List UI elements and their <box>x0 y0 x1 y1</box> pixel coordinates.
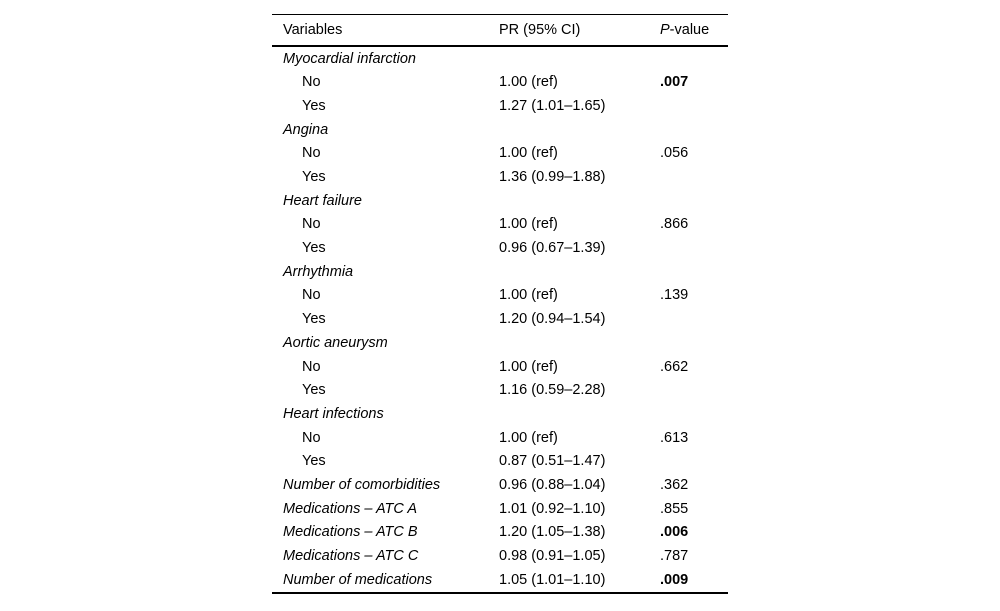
table-row: Medications – ATC C 0.98 (0.91–1.05) .78… <box>272 544 728 568</box>
variable-cell: No <box>302 287 321 304</box>
table-row: No 1.00 (ref) .662 <box>272 355 728 379</box>
table-row: Yes 0.96 (0.67–1.39) <box>272 237 728 261</box>
pr-ci-cell: 1.36 (0.99–1.88) <box>499 169 606 186</box>
table-row: Myocardial infarction <box>272 47 728 71</box>
pr-ci-cell: 1.27 (1.01–1.65) <box>499 97 606 114</box>
variable-cell: No <box>302 429 321 446</box>
variable-cell: Number of comorbidities <box>283 476 441 493</box>
table-row: Number of medications 1.05 (1.01–1.10) .… <box>272 568 728 592</box>
variable-cell: Yes <box>302 97 326 114</box>
pr-ci-cell: 1.00 (ref) <box>499 358 558 375</box>
table-row: No 1.00 (ref) .056 <box>272 142 728 166</box>
pr-ci-cell: 1.20 (1.05–1.38) <box>499 524 606 541</box>
table-row: Medications – ATC A 1.01 (0.92–1.10) .85… <box>272 497 728 521</box>
table-row: No 1.00 (ref) .613 <box>272 426 728 450</box>
pvalue-cell: .855 <box>660 500 689 517</box>
pvalue-header-italic-p: P <box>660 21 670 38</box>
pr-ci-cell: 1.00 (ref) <box>499 216 558 233</box>
table-row: Medications – ATC B 1.20 (1.05–1.38) .00… <box>272 521 728 545</box>
variable-cell: Arrhythmia <box>283 263 354 280</box>
regression-results-table: Variables PR (95% CI) P-value Myocardial… <box>272 14 728 594</box>
variable-cell: Heart infections <box>283 405 384 422</box>
pr-ci-cell: 0.96 (0.67–1.39) <box>499 240 606 257</box>
pr-ci-cell: 1.00 (ref) <box>499 145 558 162</box>
pvalue-cell: .009 <box>660 571 689 588</box>
table-header-row: Variables PR (95% CI) P-value <box>272 15 728 45</box>
pr-ci-cell: 1.16 (0.59–2.28) <box>499 382 606 399</box>
variable-cell: No <box>302 216 321 233</box>
table-row: Yes 1.27 (1.01–1.65) <box>272 94 728 118</box>
pr-ci-cell: 1.00 (ref) <box>499 429 558 446</box>
variable-cell: Medications – ATC B <box>283 524 418 541</box>
table-row: Yes 1.36 (0.99–1.88) <box>272 165 728 189</box>
variable-cell: No <box>302 74 321 91</box>
variable-cell: Yes <box>302 240 326 257</box>
pvalue-cell: .787 <box>660 548 689 565</box>
table-row: Arrhythmia <box>272 260 728 284</box>
variable-cell: Medications – ATC C <box>283 548 419 565</box>
pvalue-cell: .362 <box>660 476 689 493</box>
column-header-pvalue: P-value <box>660 23 728 38</box>
table-row: Aortic aneurysm <box>272 331 728 355</box>
pr-ci-cell: 0.87 (0.51–1.47) <box>499 453 606 470</box>
pvalue-cell: .139 <box>660 287 689 304</box>
pr-ci-cell: 1.01 (0.92–1.10) <box>499 500 606 517</box>
pvalue-cell: .662 <box>660 358 689 375</box>
pvalue-cell: .866 <box>660 216 689 233</box>
pvalue-header-suffix: -value <box>669 21 710 38</box>
column-header-pr-ci: PR (95% CI) <box>499 21 581 38</box>
table-top-rule <box>272 14 728 15</box>
table-row: Yes 1.20 (0.94–1.54) <box>272 308 728 332</box>
table-row: Number of comorbidities 0.96 (0.88–1.04)… <box>272 473 728 497</box>
pr-ci-cell: 0.98 (0.91–1.05) <box>499 548 606 565</box>
variable-cell: Yes <box>302 311 326 328</box>
table-bottom-rule <box>272 591 728 594</box>
table-body: Myocardial infarction No 1.00 (ref) .007… <box>272 47 728 592</box>
pvalue-cell: .007 <box>660 74 689 91</box>
pr-ci-cell: 1.20 (0.94–1.54) <box>499 311 606 328</box>
pvalue-cell: .056 <box>660 145 689 162</box>
table-row: Yes 0.87 (0.51–1.47) <box>272 450 728 474</box>
pvalue-cell: .613 <box>660 429 689 446</box>
pr-ci-cell: 1.00 (ref) <box>499 287 558 304</box>
pr-ci-cell: 0.96 (0.88–1.04) <box>499 476 606 493</box>
table-row: No 1.00 (ref) .007 <box>272 71 728 95</box>
table-header-rule <box>272 45 728 47</box>
variable-cell: No <box>302 145 321 162</box>
pvalue-cell: .006 <box>660 524 689 541</box>
variable-cell: No <box>302 358 321 375</box>
variable-cell: Yes <box>302 453 326 470</box>
table-row: Yes 1.16 (0.59–2.28) <box>272 379 728 403</box>
variable-cell: Yes <box>302 169 326 186</box>
variable-cell: Heart failure <box>283 192 362 209</box>
variable-cell: Yes <box>302 382 326 399</box>
table-row: No 1.00 (ref) .139 <box>272 284 728 308</box>
pr-ci-cell: 1.05 (1.01–1.10) <box>499 571 606 588</box>
table-row: Heart infections <box>272 402 728 426</box>
column-header-variables: Variables <box>283 21 343 38</box>
variable-cell: Myocardial infarction <box>283 50 416 67</box>
variable-cell: Aortic aneurysm <box>283 334 388 351</box>
pr-ci-cell: 1.00 (ref) <box>499 74 558 91</box>
variable-cell: Medications – ATC A <box>283 500 418 517</box>
table-row: No 1.00 (ref) .866 <box>272 213 728 237</box>
table-row: Angina <box>272 118 728 142</box>
table-row: Heart failure <box>272 189 728 213</box>
variable-cell: Number of medications <box>283 571 433 588</box>
variable-cell: Angina <box>283 121 329 138</box>
